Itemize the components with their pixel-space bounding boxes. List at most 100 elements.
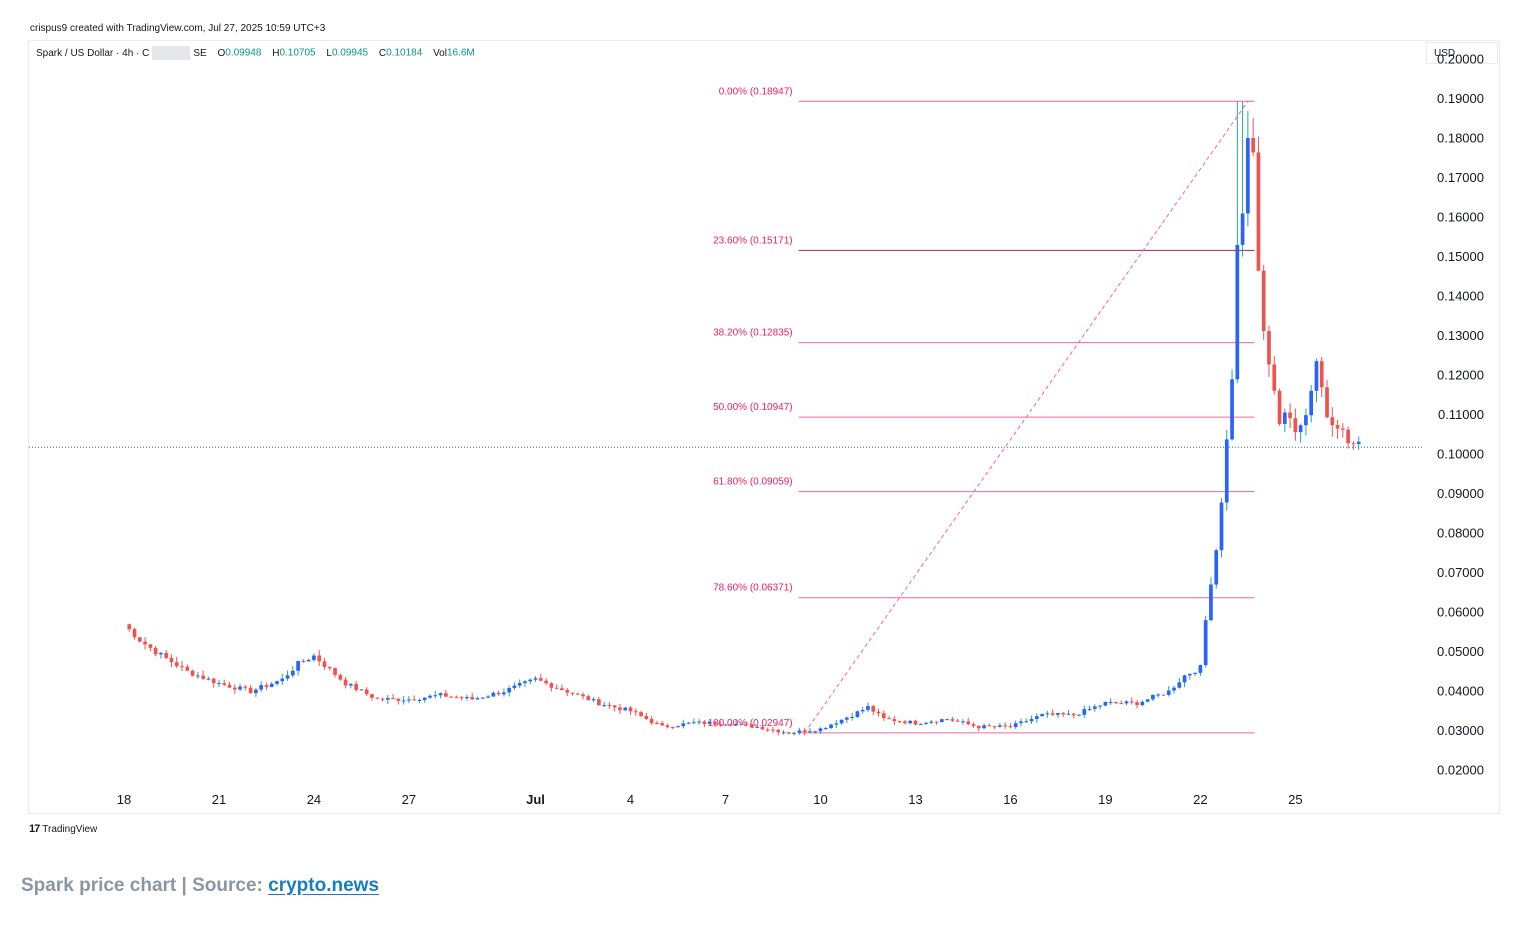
candle-body — [470, 697, 475, 700]
candle-body — [1230, 379, 1234, 440]
candle-body — [1193, 672, 1197, 674]
candle-body — [528, 679, 533, 682]
candle-body — [1314, 361, 1319, 391]
candle-body — [818, 728, 823, 732]
candle-body — [855, 711, 860, 717]
x-tick-label: Jul — [526, 792, 545, 807]
candle-body — [544, 680, 548, 684]
candle-body — [1246, 137, 1250, 214]
high-label: H — [272, 47, 280, 59]
candle-body — [269, 683, 274, 687]
candle-body — [560, 688, 564, 691]
candle-body — [681, 723, 686, 727]
source-link[interactable]: crypto.news — [268, 875, 380, 896]
candle-body — [1071, 713, 1076, 716]
candle-body — [655, 723, 659, 725]
candle-body — [533, 678, 538, 680]
candle-body — [1335, 425, 1340, 429]
candle-body — [327, 666, 332, 669]
tradingview-brand[interactable]: 17 TradingView — [29, 823, 97, 835]
candle-body — [549, 683, 554, 688]
candle-body — [1304, 415, 1308, 426]
candle-body — [781, 732, 786, 734]
candle-body — [776, 729, 781, 733]
candle-body — [765, 729, 770, 731]
candle-body — [1103, 702, 1108, 706]
y-tick-label: 0.12000 — [1437, 368, 1484, 383]
volume-value: 16.6M — [446, 47, 475, 59]
x-tick-label: 21 — [212, 792, 226, 807]
candle-body — [797, 730, 802, 733]
candle-body — [913, 720, 918, 725]
candle-body — [375, 697, 380, 699]
close-value: 0.10184 — [386, 47, 423, 59]
candle-body — [1119, 703, 1124, 705]
x-tick-label: 10 — [813, 792, 827, 807]
candle-body — [998, 725, 1002, 727]
candle-body — [449, 696, 453, 698]
candle-body — [586, 696, 591, 701]
candle-body — [961, 721, 965, 723]
ohlc-legend: Spark / US Dollar · 4h · C SE O0.09948 H0… — [36, 46, 475, 60]
fib-level-label: 100.00% (0.02947) — [708, 718, 793, 729]
candle-body — [1024, 721, 1029, 723]
candle-body — [1029, 718, 1034, 722]
candle-body — [1298, 425, 1303, 433]
candle-body — [1177, 682, 1182, 688]
symbol-name: Spark / US Dollar · 4h · C — [36, 47, 150, 59]
y-tick-label: 0.06000 — [1437, 604, 1484, 619]
fib-level-label: 0.00% (0.18947) — [719, 86, 793, 97]
candle-body — [597, 699, 601, 706]
low-label: L — [326, 47, 332, 59]
candle-body — [760, 726, 765, 730]
currency-selector[interactable]: USD — [1426, 42, 1498, 64]
candle-body — [475, 698, 480, 700]
candle-body — [1056, 713, 1060, 715]
candle-body — [670, 727, 675, 729]
candle-body — [1261, 270, 1266, 331]
candle-body — [459, 697, 464, 699]
candle-body — [602, 705, 606, 707]
candle-body — [259, 685, 264, 690]
candle-body — [290, 670, 295, 676]
candle-body — [644, 715, 649, 720]
candle-body — [755, 726, 760, 728]
candle-body — [206, 678, 211, 680]
candle-body — [401, 700, 406, 702]
candle-body — [343, 679, 348, 686]
candle-body — [523, 681, 527, 684]
candle-body — [491, 692, 496, 697]
candle-body — [1156, 694, 1161, 696]
candle-body — [1040, 713, 1044, 717]
x-tick-label: 16 — [1003, 792, 1017, 807]
candle-body — [1161, 694, 1166, 696]
candle-body — [918, 723, 923, 725]
candle-body — [939, 719, 944, 723]
candle-body — [1077, 714, 1081, 716]
x-tick-label: 24 — [307, 792, 321, 807]
candle-body — [1093, 706, 1097, 709]
candle-body — [1151, 695, 1155, 700]
y-tick-label: 0.07000 — [1437, 565, 1484, 580]
candle-body — [486, 696, 490, 698]
fib-level-label: 38.20% (0.12835) — [713, 328, 793, 339]
y-tick-label: 0.20000 — [1437, 52, 1484, 67]
candle-body — [792, 732, 796, 734]
candle-body — [992, 726, 997, 728]
candle-body — [1034, 716, 1039, 719]
candle-body — [254, 689, 258, 694]
candle-body — [966, 721, 971, 725]
chart-frame[interactable] — [28, 40, 1500, 814]
y-tick-label: 0.15000 — [1437, 249, 1484, 264]
candle-body — [1293, 418, 1298, 433]
candle-body — [502, 692, 506, 695]
candle-body — [1325, 387, 1329, 418]
x-tick-label: 4 — [627, 792, 634, 807]
candle-body — [232, 687, 237, 690]
y-tick-label: 0.05000 — [1437, 644, 1484, 659]
candle-body — [1251, 137, 1255, 153]
candle-body — [1114, 701, 1118, 704]
candle-body — [887, 718, 891, 720]
y-tick-label: 0.10000 — [1437, 446, 1484, 461]
